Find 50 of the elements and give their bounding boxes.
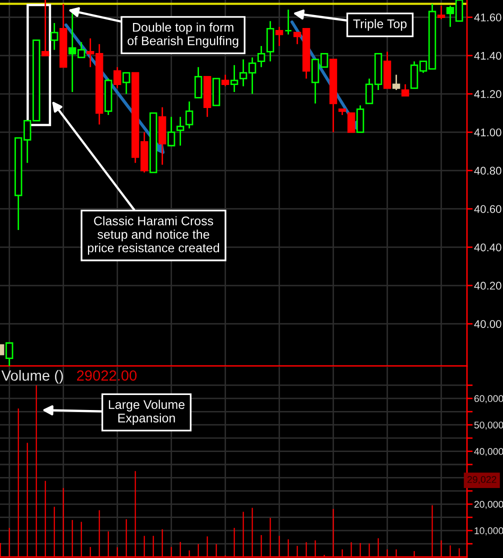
y-tick-label: 40.00	[474, 320, 502, 328]
candlestick	[266, 20, 274, 62]
candlestick	[50, 22, 58, 51]
annotation: Double top in form of Bearish Engulfing	[128, 22, 238, 48]
candlestick	[60, 3, 68, 68]
candlestick	[257, 45, 266, 68]
candlestick	[158, 106, 166, 166]
candlestick	[392, 74, 400, 91]
candlestick	[104, 78, 112, 116]
candlestick	[401, 84, 410, 97]
y-tick-label: 41.60	[474, 14, 502, 22]
y-tick-label: 10,000	[474, 527, 503, 536]
candlestick	[122, 72, 130, 95]
y-tick-label: 40.40	[474, 243, 502, 252]
y-tick-label: 41.40	[474, 52, 502, 60]
candlestick	[338, 108, 346, 116]
candlestick	[284, 8, 292, 36]
candlestick	[329, 58, 338, 133]
candlestick	[356, 104, 364, 133]
y-tick-label: 41.00	[474, 128, 502, 136]
candlestick	[42, 0, 50, 56]
candlestick	[113, 66, 122, 89]
annotation: Triple Top	[353, 19, 407, 31]
chart-title: Volume ()	[1, 370, 63, 384]
candlestick	[149, 112, 158, 174]
y-tick-label: 60,000	[474, 395, 503, 404]
candlestick	[230, 64, 238, 93]
y-tick-label: 50,000	[474, 422, 503, 430]
candlestick	[194, 66, 202, 98]
chart-subtitle: 29022.00	[77, 370, 137, 381]
y-tick-label: 40.60	[474, 205, 502, 213]
candlestick	[167, 116, 176, 146]
annotation: 29,022	[467, 476, 496, 484]
candlestick	[185, 100, 194, 130]
candlestick	[347, 112, 356, 133]
candlestick	[212, 78, 220, 106]
candlestick	[275, 26, 284, 47]
y-tick-label: 41.20	[474, 90, 502, 98]
y-tick-label: 20,000	[474, 500, 503, 509]
annotation: Large Volume Expansion	[108, 400, 185, 425]
candlestick	[6, 342, 14, 366]
y-tick-label: 40.20	[474, 282, 502, 290]
candlestick	[221, 74, 230, 87]
candlestick	[437, 5, 446, 20]
y-tick-label: 40.80	[474, 166, 502, 175]
candlestick	[176, 116, 184, 146]
y-tick-label: 40,000	[474, 448, 503, 456]
candlestick	[383, 51, 392, 89]
annotation: Classic Harami Cross setup and notice the price resistance created	[88, 216, 220, 255]
candlestick	[203, 76, 212, 118]
